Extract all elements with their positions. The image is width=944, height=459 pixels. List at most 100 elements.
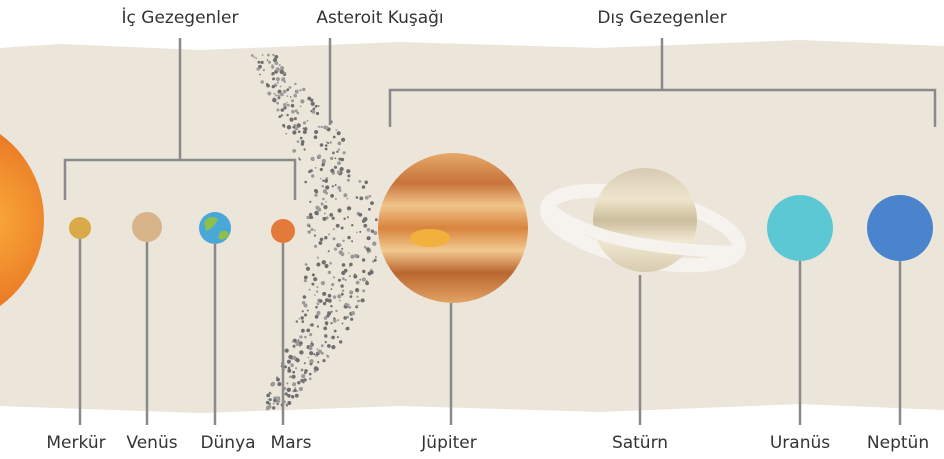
asteroid bbox=[309, 289, 311, 291]
asteroid bbox=[324, 213, 326, 215]
asteroid bbox=[283, 103, 286, 106]
asteroid bbox=[351, 224, 353, 226]
mars bbox=[271, 219, 295, 243]
asteroid bbox=[322, 198, 325, 201]
asteroid bbox=[273, 399, 276, 402]
asteroid bbox=[314, 230, 316, 232]
group-label: Asteroit Kuşağı bbox=[316, 8, 443, 28]
asteroid bbox=[367, 251, 369, 253]
asteroid bbox=[335, 129, 337, 131]
asteroid bbox=[364, 181, 368, 185]
planet-label: Venüs bbox=[126, 433, 177, 453]
asteroid bbox=[362, 270, 365, 273]
asteroid bbox=[356, 232, 358, 234]
asteroid bbox=[307, 97, 311, 101]
asteroid bbox=[327, 344, 331, 348]
asteroid bbox=[318, 105, 320, 107]
asteroid bbox=[296, 320, 298, 322]
asteroid bbox=[300, 137, 303, 140]
asteroid bbox=[335, 157, 337, 159]
asteroid bbox=[312, 110, 316, 114]
asteroid bbox=[298, 130, 301, 133]
asteroid bbox=[342, 240, 344, 242]
asteroid bbox=[342, 263, 346, 267]
asteroid bbox=[317, 325, 319, 327]
asteroid bbox=[334, 166, 337, 169]
asteroid bbox=[337, 161, 341, 165]
asteroid bbox=[316, 263, 320, 267]
asteroid bbox=[358, 213, 362, 217]
asteroid bbox=[271, 382, 275, 386]
asteroid bbox=[335, 310, 337, 312]
asteroid bbox=[308, 357, 310, 359]
asteroid bbox=[317, 302, 320, 305]
asteroid bbox=[301, 368, 303, 370]
asteroid bbox=[322, 180, 324, 182]
asteroid bbox=[298, 318, 300, 320]
asteroid bbox=[315, 315, 319, 319]
asteroid bbox=[339, 250, 343, 254]
asteroid bbox=[361, 298, 365, 302]
asteroid bbox=[317, 155, 321, 159]
asteroid bbox=[311, 174, 314, 177]
asteroid bbox=[280, 66, 284, 70]
asteroid bbox=[355, 288, 359, 292]
asteroid bbox=[299, 350, 303, 354]
asteroid bbox=[311, 283, 314, 286]
asteroid bbox=[314, 189, 318, 193]
asteroid bbox=[286, 114, 288, 116]
asteroid bbox=[338, 149, 340, 151]
asteroid bbox=[289, 86, 292, 89]
asteroid bbox=[331, 283, 334, 286]
asteroid bbox=[266, 84, 269, 87]
asteroid bbox=[320, 126, 322, 128]
asteroid bbox=[287, 360, 291, 364]
asteroid bbox=[337, 170, 341, 174]
asteroid bbox=[321, 281, 325, 285]
asteroid bbox=[338, 142, 342, 146]
asteroid bbox=[290, 363, 294, 367]
asteroid bbox=[253, 56, 255, 58]
asteroid bbox=[289, 401, 291, 403]
asteroid bbox=[317, 361, 319, 363]
asteroid bbox=[362, 258, 365, 261]
asteroid bbox=[333, 237, 336, 240]
asteroid bbox=[277, 82, 279, 84]
asteroid bbox=[295, 90, 299, 94]
asteroid bbox=[337, 294, 341, 298]
asteroid bbox=[341, 248, 343, 250]
asteroid bbox=[367, 228, 371, 232]
asteroid bbox=[328, 294, 332, 298]
asteroid bbox=[343, 151, 346, 154]
asteroid bbox=[321, 352, 324, 355]
asteroid bbox=[323, 189, 327, 193]
asteroid bbox=[362, 277, 366, 281]
asteroid bbox=[292, 382, 296, 386]
group-label: İç Gezegenler bbox=[122, 7, 239, 28]
asteroid bbox=[322, 159, 326, 163]
asteroid bbox=[346, 169, 350, 173]
asteroid bbox=[370, 201, 374, 205]
asteroid bbox=[339, 189, 342, 192]
asteroid bbox=[331, 345, 335, 349]
asteroid bbox=[330, 169, 334, 173]
asteroid bbox=[312, 273, 315, 276]
asteroid bbox=[313, 108, 316, 111]
saturn bbox=[593, 168, 697, 272]
asteroid bbox=[295, 367, 297, 369]
asteroid bbox=[330, 141, 332, 143]
asteroid bbox=[304, 181, 307, 184]
asteroid bbox=[341, 158, 345, 162]
asteroid bbox=[309, 373, 312, 376]
planet-label: Jüpiter bbox=[420, 433, 476, 453]
asteroid bbox=[362, 289, 365, 292]
asteroid bbox=[331, 337, 333, 339]
asteroid bbox=[348, 252, 350, 254]
asteroid bbox=[276, 77, 280, 81]
asteroid bbox=[309, 230, 311, 232]
asteroid bbox=[322, 217, 326, 221]
asteroid bbox=[283, 90, 287, 94]
asteroid bbox=[303, 121, 306, 124]
asteroid bbox=[363, 217, 367, 221]
asteroid bbox=[271, 74, 273, 76]
